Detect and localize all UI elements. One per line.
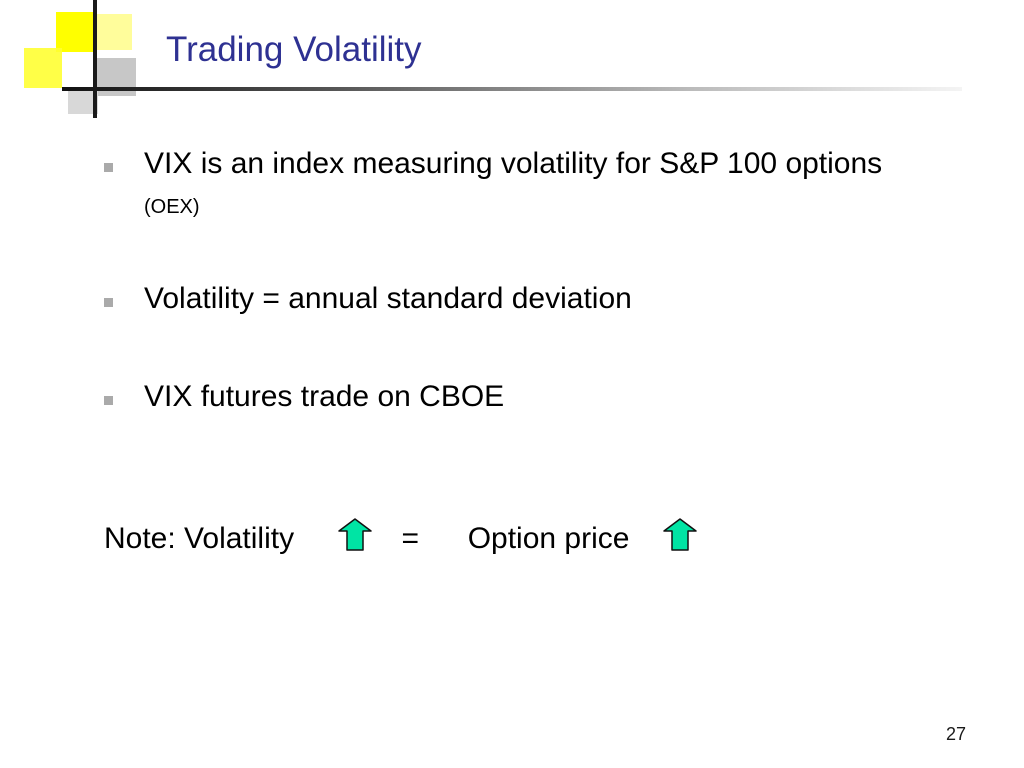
note-line: Note: Volatility = Option price xyxy=(104,518,698,559)
note-label: Note: Volatility xyxy=(104,522,295,556)
decor-vertical-line xyxy=(93,0,97,118)
decor-yellow-square xyxy=(56,12,96,52)
up-arrow-icon xyxy=(663,518,697,551)
decor-yellow-square xyxy=(96,14,132,50)
bullet-note: (OEX) xyxy=(144,196,200,218)
note-equals: = xyxy=(401,522,419,556)
bullet-text: Volatility = annual standard deviation xyxy=(144,282,632,315)
bullet-item: VIX is an index measuring volatility for… xyxy=(104,144,904,227)
slide-title: Trading Volatility xyxy=(166,30,422,69)
bullet-text: VIX is an index measuring volatility for… xyxy=(144,147,883,180)
note-result: Option price xyxy=(467,522,630,556)
title-underline xyxy=(62,87,962,91)
bullet-marker-icon xyxy=(104,396,113,405)
bullet-list: VIX is an index measuring volatility for… xyxy=(104,144,904,417)
bullet-text: VIX futures trade on CBOE xyxy=(144,380,505,413)
bullet-item: VIX futures trade on CBOE xyxy=(104,377,904,417)
bullet-marker-icon xyxy=(104,163,113,172)
up-arrow-icon xyxy=(338,518,372,551)
bullet-item: Volatility = annual standard deviation xyxy=(104,279,904,319)
page-number: 27 xyxy=(946,724,967,744)
decor-yellow-square xyxy=(24,48,62,88)
bullet-marker-icon xyxy=(104,298,113,307)
